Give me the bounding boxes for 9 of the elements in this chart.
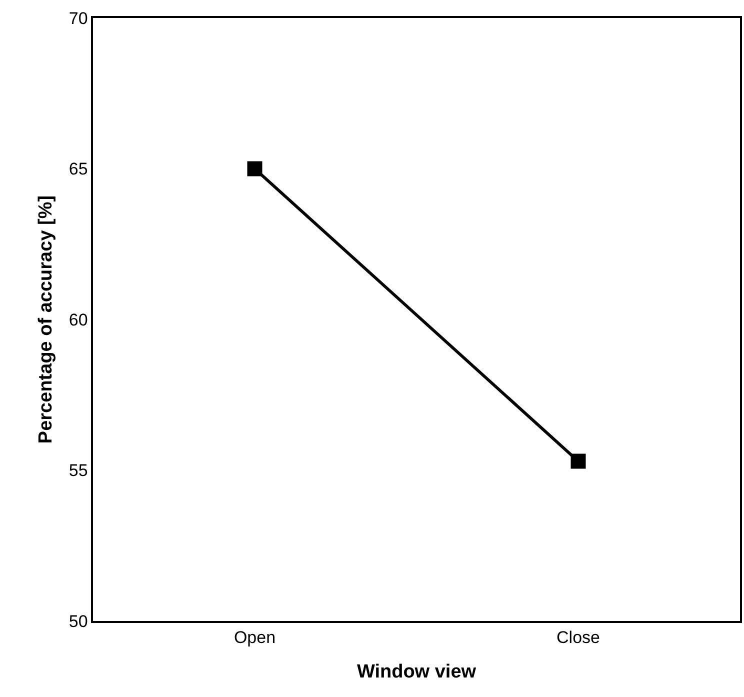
y-tick-label: 60 [68, 310, 88, 330]
y-tick-label: 50 [68, 612, 88, 631]
x-axis-title: Window view [356, 661, 476, 682]
y-tick-label: 65 [68, 160, 88, 179]
y-axis-title: Percentage of accuracy [%] [35, 195, 56, 444]
x-tick-label: Open [234, 628, 276, 648]
x-tick-label: Close [556, 628, 600, 648]
y-tick-label: 55 [68, 461, 88, 480]
y-tick-label: 70 [68, 8, 88, 28]
